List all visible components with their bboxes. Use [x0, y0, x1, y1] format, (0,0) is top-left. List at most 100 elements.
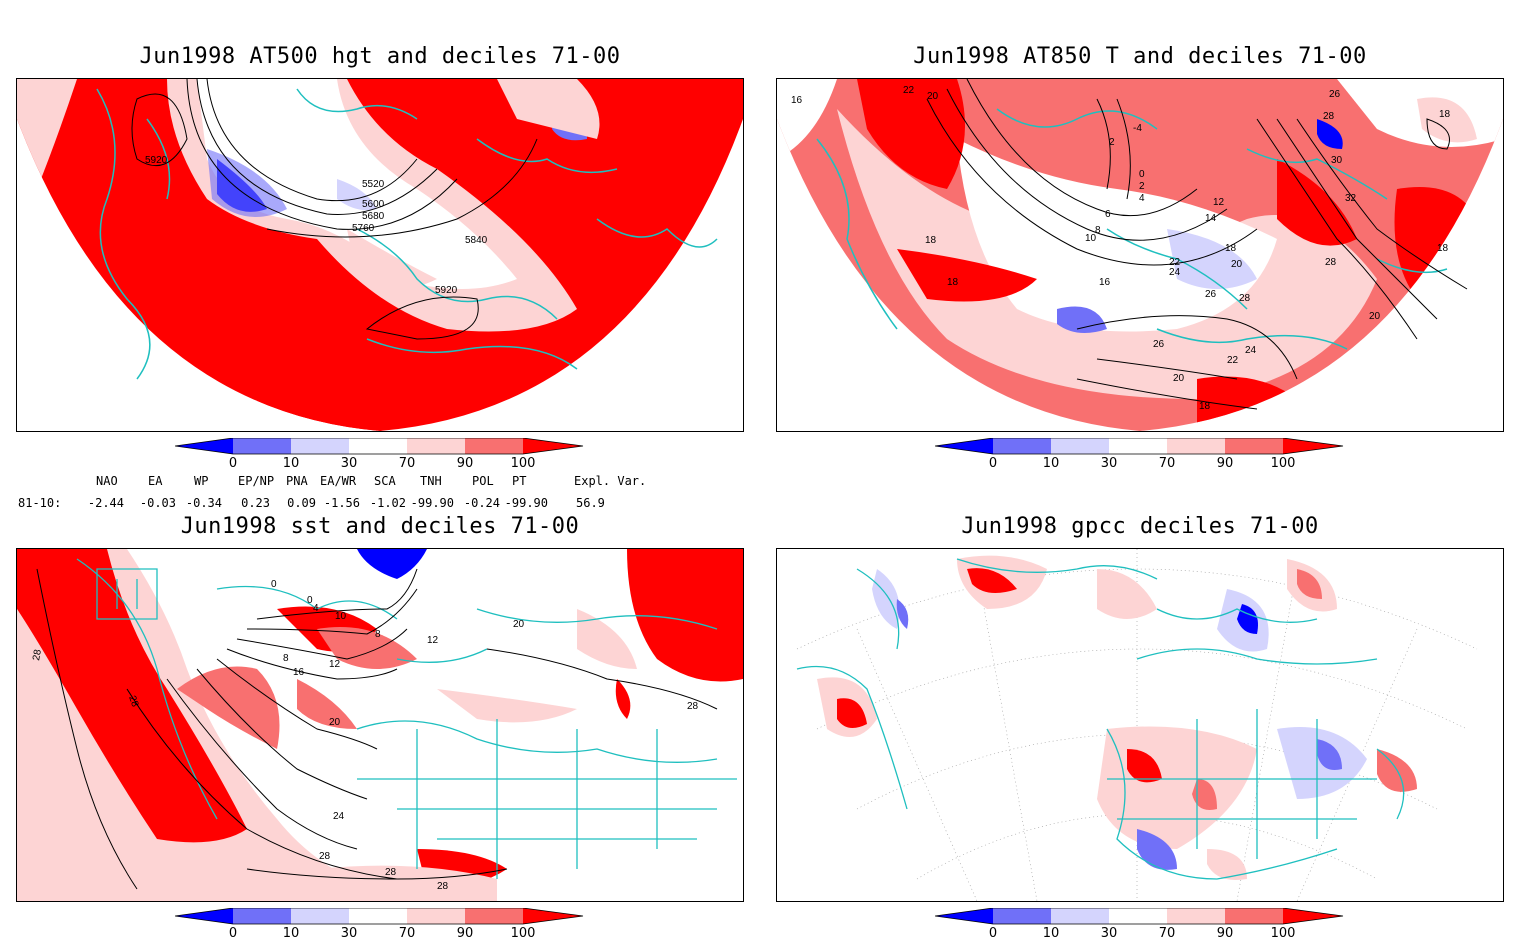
- colorbar-swatches: [174, 907, 584, 925]
- index-value: -2.44: [87, 496, 124, 510]
- contour-label: 20: [1173, 373, 1185, 384]
- index-value: 0.23: [241, 496, 270, 510]
- index-value: -1.02: [369, 496, 406, 510]
- map-sst: 28 28 0 0 4 8 10 12 16 8 12 20 20 24 28 …: [16, 548, 744, 902]
- contour-label: 8: [283, 653, 289, 664]
- index-value: -0.03: [139, 496, 176, 510]
- index-header: EP/NP: [238, 474, 275, 488]
- contour-label: 10: [335, 611, 347, 622]
- index-header: SCA: [374, 474, 396, 488]
- colorbar-label: 70: [398, 456, 416, 471]
- panel-title-sst: Jun1998 sst and deciles 71-00: [180, 514, 580, 539]
- colorbar-label: 100: [1270, 456, 1296, 471]
- colorbar-label: 10: [1042, 926, 1060, 941]
- colorbar-swatches: [174, 437, 584, 455]
- map-at850-temp: 16 22 20 2 -4 0 2 4 6 8 10 12 14 18 20 2…: [776, 78, 1504, 432]
- contour-label: 24: [1169, 267, 1181, 278]
- contour-label: 5920: [435, 285, 458, 296]
- contour-label: 10: [1085, 233, 1097, 244]
- contour-label: 4: [313, 603, 319, 614]
- colorbar-label: 0: [988, 926, 998, 941]
- colorbar-label: 90: [1216, 456, 1234, 471]
- contour-label: 5600: [362, 199, 385, 210]
- index-value: -99.90: [410, 496, 454, 510]
- contour-label: 18: [1439, 109, 1451, 120]
- colorbar-at500: 0 10 30 70 90 100: [174, 437, 595, 474]
- colorbar-label: 0: [228, 926, 238, 941]
- contour-label: 12: [427, 635, 439, 646]
- contour-label: 28: [1325, 257, 1337, 268]
- map-gpcc: [776, 548, 1504, 902]
- index-header: NAO: [96, 474, 118, 488]
- contour-label: 20: [329, 717, 341, 728]
- colorbar-label: 0: [988, 456, 998, 471]
- contour-label: 5520: [362, 179, 385, 190]
- contour-label: 18: [947, 277, 959, 288]
- index-header: TNH: [420, 474, 442, 488]
- map-at500-hgt: 5920 5520 5600 5680 5760 5840 5920: [16, 78, 744, 432]
- contour-label: 0: [271, 579, 277, 590]
- contour-label: 20: [513, 619, 525, 630]
- contour-label: 28: [687, 701, 699, 712]
- contour-label: 26: [1205, 289, 1217, 300]
- contour-label: 16: [791, 95, 803, 106]
- index-value: 56.9: [576, 496, 605, 510]
- index-value: -99.90: [504, 496, 548, 510]
- contour-label: 5680: [362, 211, 385, 222]
- colorbar-label: 10: [1042, 456, 1060, 471]
- contour-label: 18: [1199, 401, 1211, 412]
- contour-label: 20: [1369, 311, 1381, 322]
- colorbar-gpcc: 0 10 30 70 90 100: [934, 907, 1355, 944]
- contour-label: 22: [1169, 257, 1181, 268]
- contour-label: 5760: [352, 223, 375, 234]
- index-header: EA: [148, 474, 163, 488]
- index-value: -1.56: [323, 496, 360, 510]
- contour-label: 20: [1231, 259, 1243, 270]
- index-header: PT: [512, 474, 527, 488]
- colorbar-label: 90: [456, 926, 474, 941]
- colorbar-label: 90: [456, 456, 474, 471]
- colorbar-label: 100: [510, 456, 536, 471]
- contour-label: 14: [1205, 213, 1217, 224]
- contour-label: 28: [437, 881, 449, 892]
- contour-label: 22: [903, 85, 915, 96]
- contour-label: 8: [1095, 225, 1101, 236]
- teleconnection-indices: NAO EA WP EP/NP PNA EA/WR SCA TNH POL PT…: [18, 474, 678, 514]
- colorbar-label: 10: [282, 456, 300, 471]
- contour-label: 18: [1225, 243, 1237, 254]
- colorbar-label: 70: [398, 926, 416, 941]
- index-header: POL: [472, 474, 494, 488]
- contour-label: 24: [1245, 345, 1257, 356]
- contour-label: -4: [1133, 123, 1142, 134]
- contour-label: 28: [126, 694, 140, 709]
- index-row-label: 81-10:: [18, 496, 62, 510]
- panel-title-at500: Jun1998 AT500 hgt and deciles 71-00: [139, 44, 621, 69]
- contour-label: 32: [1345, 193, 1357, 204]
- colorbar-label: 90: [1216, 926, 1234, 941]
- colorbar-label: 30: [1100, 926, 1118, 941]
- contour-label: 8: [375, 629, 381, 640]
- contour-label: 16: [293, 667, 305, 678]
- index-header: WP: [194, 474, 209, 488]
- colorbar-swatches: [934, 437, 1344, 455]
- contour-label: 16: [1099, 277, 1111, 288]
- index-value: -0.24: [463, 496, 500, 510]
- colorbar-label: 30: [1100, 456, 1118, 471]
- colorbar-swatches: [934, 907, 1344, 925]
- contour-label: 0: [1139, 169, 1145, 180]
- colorbar-label: 100: [510, 926, 536, 941]
- colorbar-label: 10: [282, 926, 300, 941]
- contour-label: 18: [1437, 243, 1449, 254]
- contour-label: 28: [1323, 111, 1335, 122]
- contour-label: 0: [307, 595, 313, 606]
- contour-label: 18: [925, 235, 937, 246]
- contour-label: 28: [31, 648, 44, 661]
- contour-label: 2: [1109, 137, 1115, 148]
- contour-label: 22: [1227, 355, 1239, 366]
- colorbar-label: 30: [340, 456, 358, 471]
- contour-label: 6: [1105, 209, 1111, 220]
- index-value: 0.09: [287, 496, 316, 510]
- panel-title-gpcc: Jun1998 gpcc deciles 71-00: [961, 514, 1319, 539]
- contour-label: 26: [1329, 89, 1341, 100]
- contour-label: 24: [333, 811, 345, 822]
